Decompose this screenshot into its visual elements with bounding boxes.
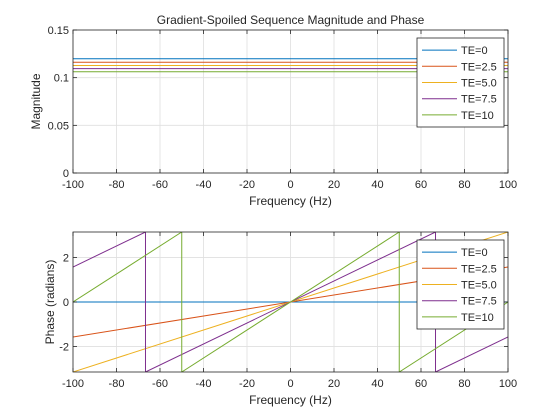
x-tick-label: -60 [152,378,168,390]
x-tick-label: 40 [371,378,383,390]
x-tick-label: 100 [499,378,517,390]
chart-title: Gradient-Spoiled Sequence Magnitude and … [157,13,425,27]
y-tick-label: 0 [63,168,69,180]
legend-label: TE=5.0 [461,78,497,90]
x-tick-label: 80 [458,179,470,191]
y-tick-label: 0.1 [54,73,69,85]
legend-label: TE=5.0 [461,280,497,292]
y-axis-label: Phase (radians) [43,260,57,345]
x-tick-label: 40 [371,179,383,191]
x-tick-label: 80 [458,378,470,390]
y-tick-label: 0 [63,297,69,309]
y-tick-label: 2 [63,252,69,264]
x-tick-label: -40 [196,378,212,390]
y-tick-label: 0.15 [48,25,69,37]
x-tick-label: 20 [328,179,340,191]
legend-label: TE=0 [461,247,488,259]
legend-label: TE=7.5 [461,296,497,308]
x-tick-label: -40 [196,179,212,191]
x-axis-label: Frequency (Hz) [249,194,332,208]
x-tick-label: 0 [287,378,293,390]
legend-label: TE=7.5 [461,94,497,106]
phase-axes: -100 -80 -60 -40 -20 0 20 40 60 80 100-202Frequenc… [43,231,517,407]
legend: TE=0 TE=2.5 TE=5.0 TE=7.5 TE=10 [416,239,505,330]
x-tick-label: -60 [152,179,168,191]
legend-label: TE=2.5 [461,263,497,275]
y-axis-label: Magnitude [29,73,43,129]
series-line-te-10 [73,232,508,372]
legend-label: TE=0 [461,45,488,57]
x-axis-label: Frequency (Hz) [249,393,332,407]
x-tick-label: 20 [328,378,340,390]
x-tick-label: 100 [499,179,517,191]
x-tick-label: -20 [239,179,255,191]
x-tick-label: -100 [62,378,84,390]
x-tick-label: -20 [239,378,255,390]
legend: TE=0 TE=2.5 TE=5.0 TE=7.5 TE=10 [416,37,505,128]
x-tick-label: 60 [415,179,427,191]
magnitude-axes: -100 -80 -60 -40 -20 0 20 40 60 80 100 0 0.05 0.1 0.15… [29,13,517,208]
y-tick-label: 0.05 [48,120,69,132]
x-tick-label: 60 [415,378,427,390]
y-tick-label: -2 [59,342,69,354]
x-tick-label: -80 [109,179,125,191]
legend-label: TE=2.5 [461,61,497,73]
legend-label: TE=10 [461,312,494,324]
x-tick-label: -80 [109,378,125,390]
x-tick-label: 0 [287,179,293,191]
legend-label: TE=10 [461,110,494,122]
x-tick-label: -100 [62,179,84,191]
